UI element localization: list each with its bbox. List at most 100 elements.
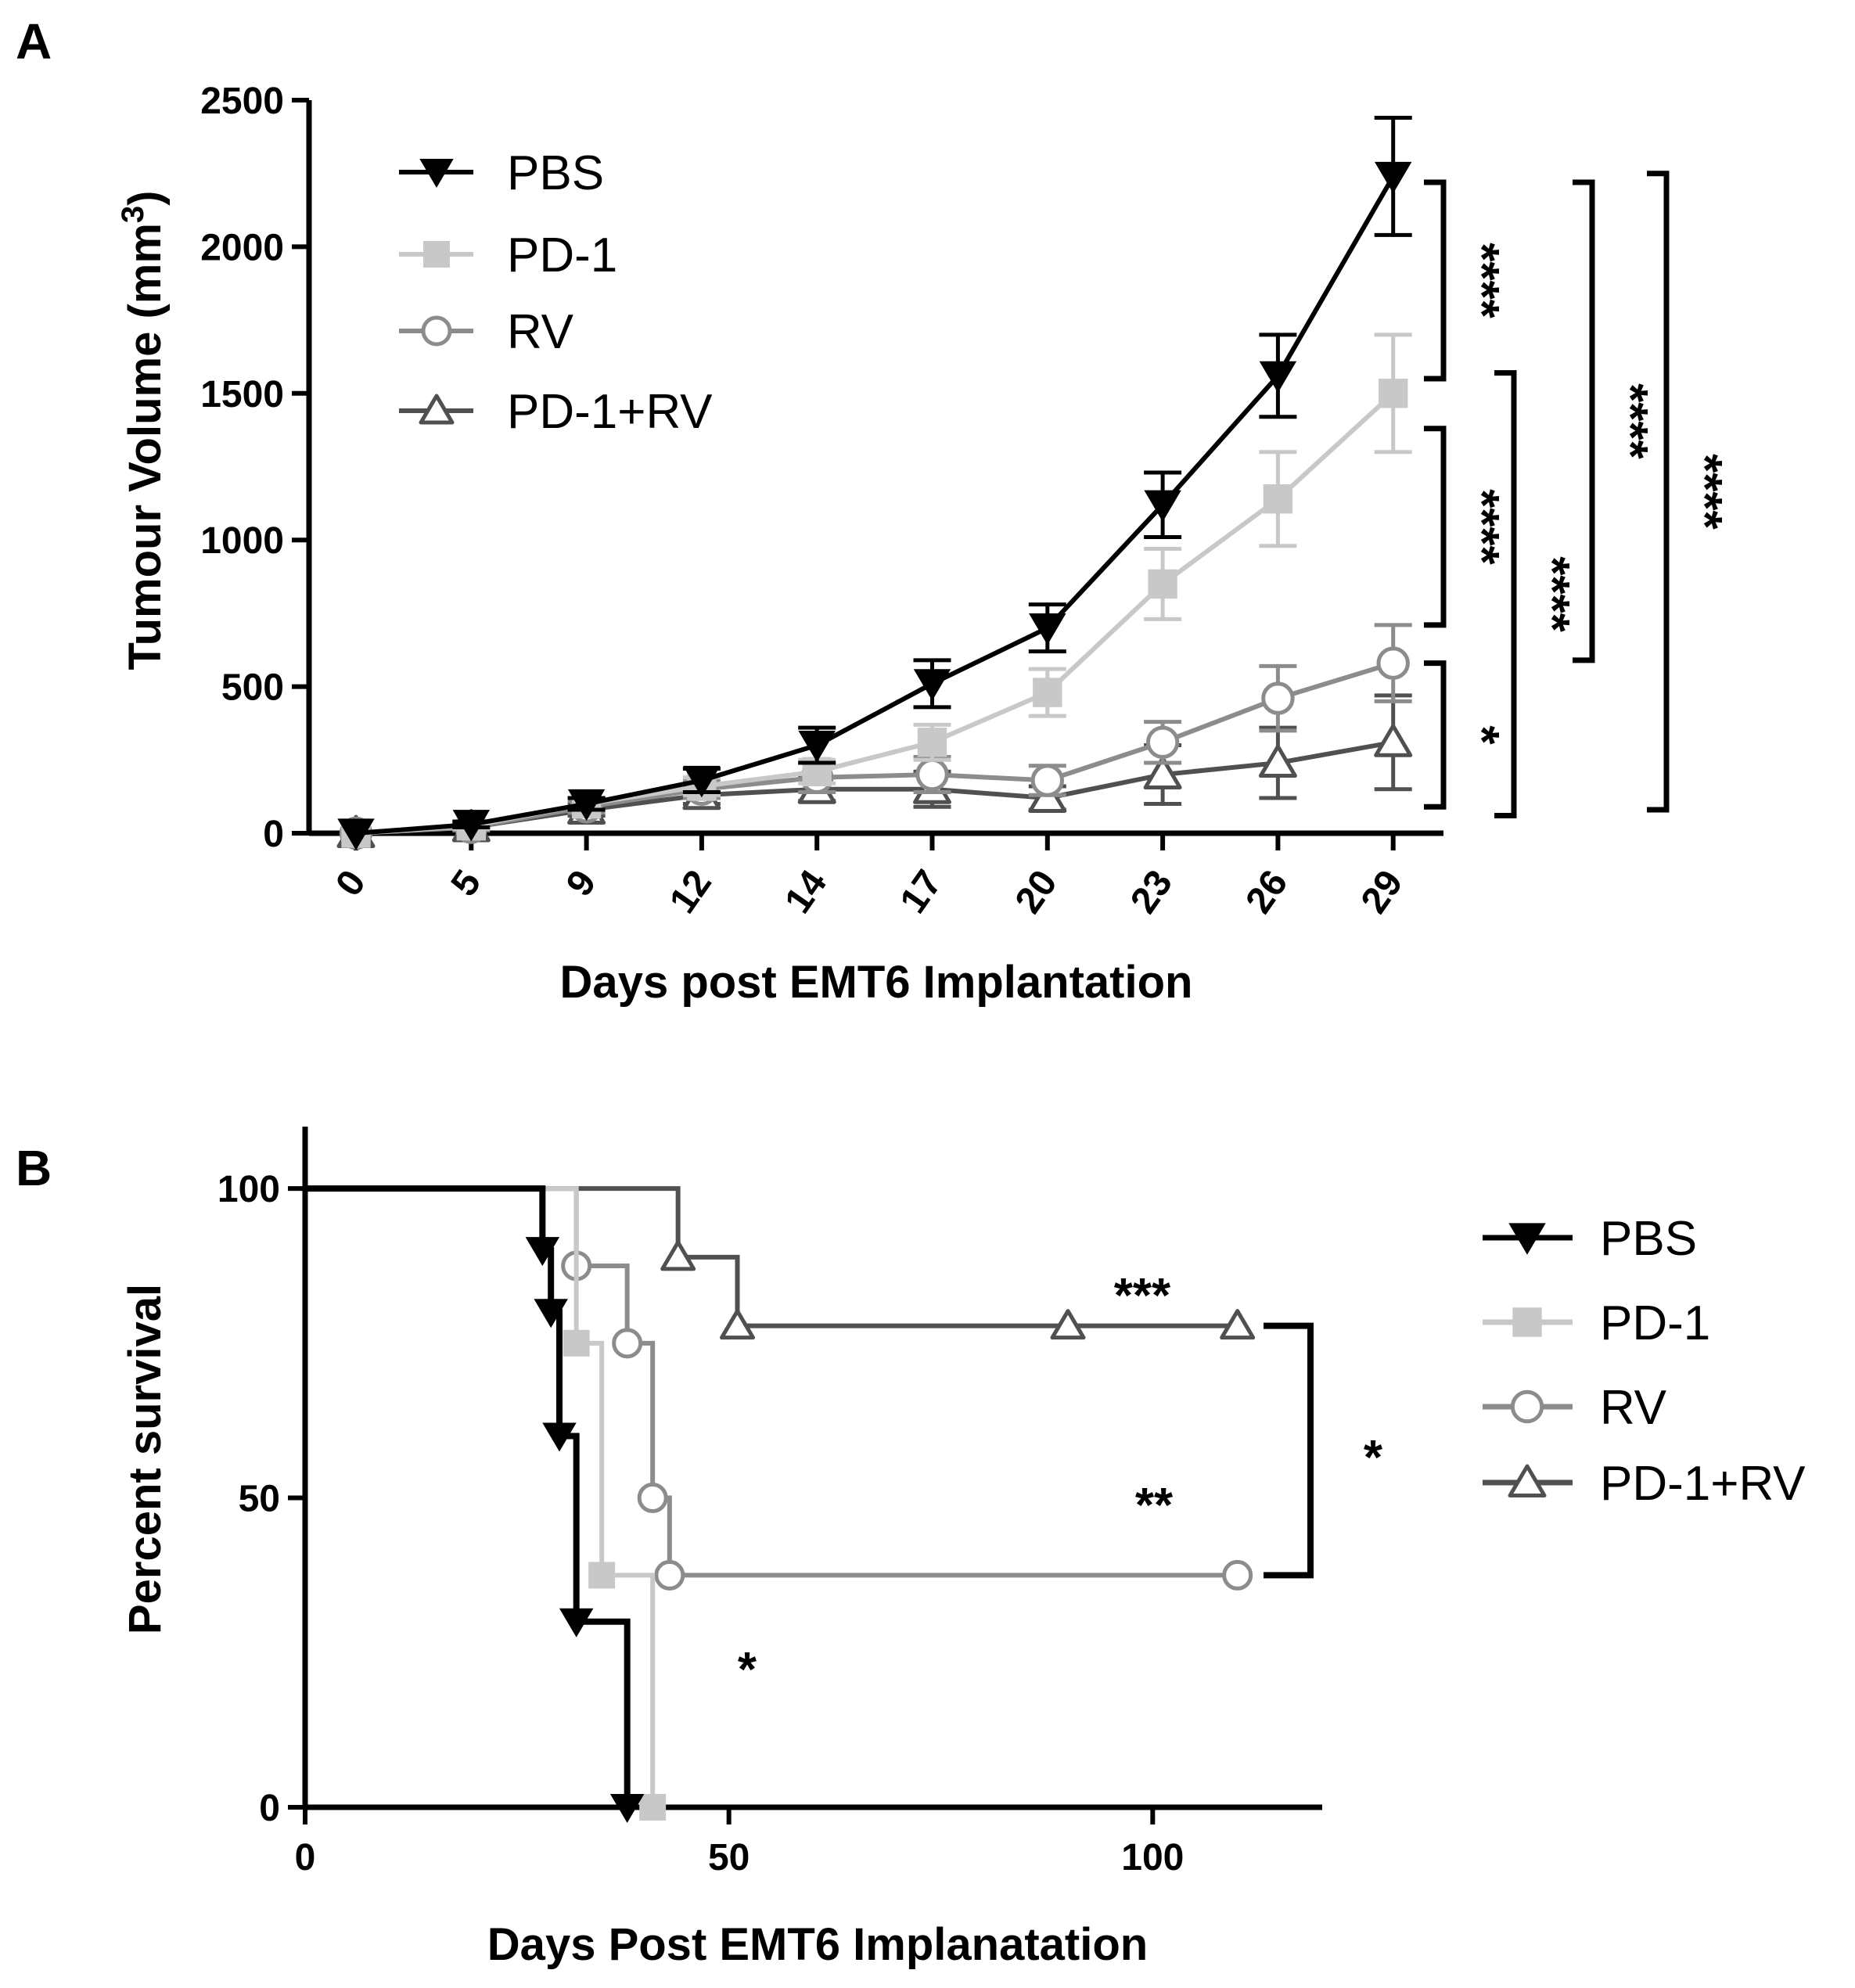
data-point-a — [567, 789, 606, 821]
x-tick-label-b: 50 — [708, 1837, 750, 1878]
y-axis-title-a-main: Tumour Volume (mm — [120, 223, 171, 670]
data-point-b — [612, 1328, 643, 1359]
y-axis-title-a-close: ) — [120, 191, 171, 206]
significance-label-a: **** — [1454, 243, 1508, 318]
x-axis-title-a: Days post EMT6 Implantation — [560, 957, 1193, 1008]
data-point-b — [563, 1329, 590, 1357]
significance-bracket-b — [1264, 1322, 1314, 1579]
data-point-b — [1220, 1309, 1256, 1340]
data-point-a — [1379, 379, 1408, 408]
x-tick-label-a: 17 — [892, 863, 950, 921]
panel-a-axes: 0 500 1000 1500 2000 2500 0 5 9 12 14 17 20 23 26 29 — [200, 81, 1443, 921]
data-point-b — [639, 1794, 667, 1821]
y-tick-label-a: 2000 — [200, 227, 284, 268]
x-tick-label-b: 100 — [1121, 1837, 1184, 1878]
legend-label-a: PD-1+RV — [507, 385, 713, 439]
legend-label-a: PBS — [507, 146, 604, 200]
panel-letter-a: A — [16, 13, 52, 70]
data-point-b — [720, 1309, 755, 1340]
data-point-b — [1050, 1309, 1086, 1340]
data-point-a — [1258, 744, 1297, 778]
series-b-pbs — [305, 1185, 645, 1823]
data-point-a — [913, 669, 951, 701]
data-point-b — [609, 1794, 645, 1823]
y-tick-label-b: 50 — [239, 1479, 280, 1520]
legend-marker-b — [1508, 1223, 1546, 1255]
data-point-b — [534, 1299, 568, 1328]
data-point-a — [1374, 161, 1412, 194]
data-point-a — [1030, 764, 1065, 797]
data-point-a — [915, 757, 949, 792]
x-tick-label-a: 26 — [1238, 863, 1296, 921]
survival-curve-b — [305, 1186, 1238, 1578]
x-tick-label-a: 20 — [1008, 863, 1066, 921]
y-axis-title-a: Tumour Volume (mm3) — [116, 191, 171, 670]
y-tick-label-a: 500 — [221, 667, 284, 709]
x-tick-label-a: 5 — [444, 863, 490, 904]
data-point-a — [1374, 724, 1413, 757]
legend-marker-a — [419, 394, 455, 425]
series-b-rv — [305, 1186, 1253, 1591]
y-tick-label-b: 0 — [259, 1788, 280, 1829]
legend-marker-b — [1510, 1389, 1544, 1424]
x-axis-title-b: Days Post EMT6 Implanatation — [487, 1919, 1148, 1970]
significance-label-b: * — [1364, 1431, 1383, 1485]
significance-label-a: **** — [1677, 454, 1731, 530]
data-point-a — [1143, 756, 1182, 790]
survival-curve-b — [305, 1185, 631, 1807]
data-point-a — [683, 765, 721, 798]
x-tick-label-a: 29 — [1354, 863, 1411, 921]
data-point-a — [917, 728, 947, 757]
x-tick-label-a: 12 — [662, 863, 720, 921]
panel-b-axes: 0 50 100 0 50 100 — [217, 1127, 1322, 1878]
data-point-a — [337, 818, 375, 850]
significance-bracket-a — [1424, 660, 1447, 810]
legend-marker-a — [419, 159, 454, 188]
x-tick-label-b: 0 — [295, 1837, 316, 1878]
data-point-b — [660, 1240, 696, 1271]
data-point-b — [525, 1237, 560, 1267]
y-axis-title-b: Percent survival — [120, 1284, 171, 1634]
legend-label-b: RV — [1600, 1381, 1667, 1435]
y-tick-label-a: 1000 — [200, 520, 284, 562]
survival-curve-b — [305, 1186, 656, 1807]
y-tick-label-b: 100 — [217, 1169, 280, 1210]
data-point-a — [1376, 646, 1410, 680]
legend-marker-a — [421, 315, 452, 347]
significance-label-a: **** — [1603, 383, 1657, 459]
legend-marker-b — [1508, 1464, 1547, 1497]
data-point-b — [588, 1562, 616, 1589]
y-tick-label-a: 1500 — [200, 374, 284, 415]
data-point-a — [1033, 678, 1062, 707]
series-a-pd-1 — [341, 333, 1412, 848]
x-tick-label-a: 9 — [559, 863, 605, 904]
survival-curve-b — [305, 1186, 1238, 1328]
significance-label-a: * — [1454, 725, 1508, 745]
legend-marker-b — [1512, 1307, 1542, 1337]
data-point-b — [654, 1559, 685, 1591]
panel-b-series — [305, 1185, 1256, 1823]
series-a-pbs — [337, 115, 1412, 850]
legend-label-b: PD-1 — [1600, 1296, 1710, 1350]
significance-bracket-a — [1573, 179, 1595, 663]
data-point-b — [542, 1422, 577, 1452]
y-tick-label-a: 0 — [263, 814, 284, 855]
data-point-a — [1144, 490, 1181, 522]
legend-label-a: PD-1 — [507, 228, 617, 282]
significance-bracket-a — [1424, 179, 1447, 382]
annotation-b: ** — [1135, 1479, 1174, 1533]
significance-bracket-a — [1424, 426, 1447, 628]
significance-label-a: **** — [1525, 556, 1579, 632]
data-point-b — [1222, 1559, 1253, 1591]
data-point-a — [798, 730, 836, 763]
panel-a-legend: PBS PD-1 RV PD-1+RV — [399, 146, 713, 439]
legend-label-b: PBS — [1600, 1212, 1697, 1266]
data-point-b — [637, 1483, 668, 1514]
data-point-a — [1261, 681, 1295, 715]
panel-letter-b: B — [16, 1140, 52, 1196]
data-point-a — [1148, 569, 1177, 599]
y-axis-title-a-sup: 3 — [116, 206, 150, 223]
